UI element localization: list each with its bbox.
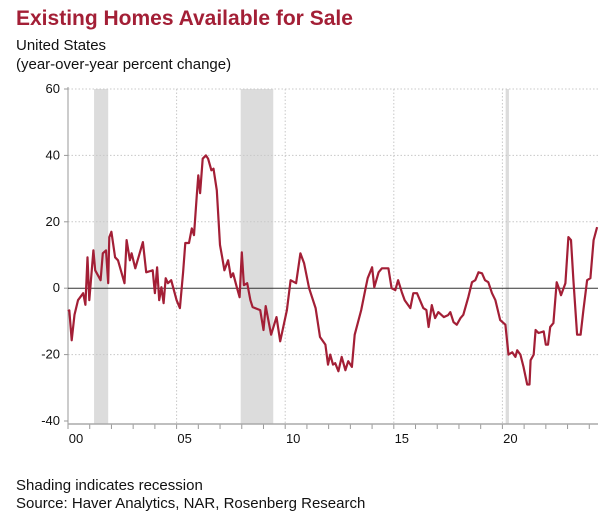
x-tick-label: 10 <box>286 431 300 446</box>
y-tick-label: 20 <box>46 214 60 229</box>
x-tick-label: 00 <box>69 431 83 446</box>
x-tick-label: 05 <box>177 431 191 446</box>
recession-band <box>240 89 274 424</box>
y-tick-label: 60 <box>46 81 60 96</box>
recession-band <box>94 89 109 424</box>
y-axis-label: (year-over-year percent change) <box>16 56 232 73</box>
chart-title: Existing Homes Available for Sale <box>16 7 353 30</box>
recession-note: Shading indicates recession <box>16 477 203 494</box>
y-tick-label: 40 <box>46 147 60 162</box>
source-note: Source: Haver Analytics, NAR, Rosenberg … <box>16 495 366 512</box>
y-tick-label: -20 <box>41 347 60 362</box>
chart-subtitle: United States <box>16 37 107 54</box>
series-line <box>67 154 599 386</box>
y-tick-label: 0 <box>53 280 60 295</box>
y-tick-label: -40 <box>41 413 60 428</box>
x-tick-label: 20 <box>503 431 517 446</box>
x-tick-label: 15 <box>395 431 409 446</box>
recession-band <box>505 89 509 424</box>
